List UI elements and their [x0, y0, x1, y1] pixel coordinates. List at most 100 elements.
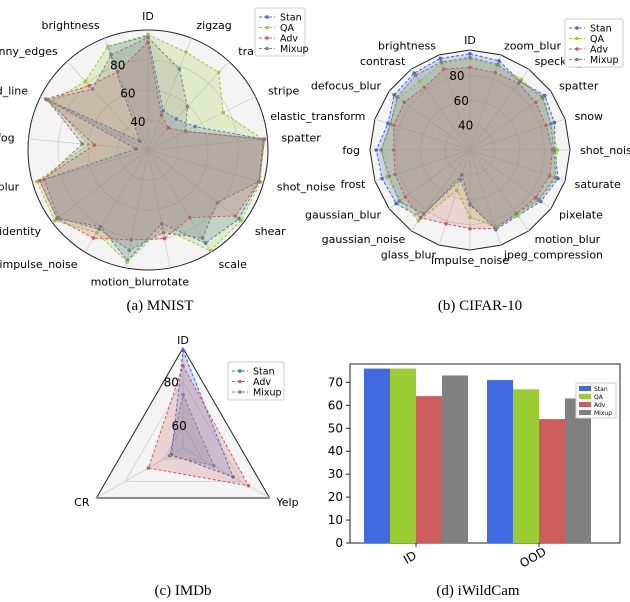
radar-axis-label: impulse_noise: [431, 254, 509, 267]
legend-marker: [575, 47, 579, 51]
radar-point: [159, 221, 164, 226]
radar-spoke: [388, 149, 471, 210]
radar-spoke: [182, 447, 270, 499]
radar-point: [552, 120, 557, 125]
radar-axis-label: zigzag: [196, 19, 231, 32]
legend-label: Stan: [280, 13, 302, 24]
radar-point: [533, 100, 538, 105]
bar-stan-ood: [487, 380, 513, 543]
radar-point: [167, 453, 172, 458]
radar-spoke: [438, 149, 471, 246]
radar-series-stan: [170, 350, 234, 478]
legend-marker: [575, 57, 579, 62]
legend-marker: [575, 26, 579, 30]
bar-adv-ood: [539, 419, 565, 543]
radar-point: [493, 226, 498, 231]
legend-marker: [265, 25, 269, 30]
radar-point: [49, 100, 54, 104]
radar-point: [380, 176, 384, 181]
radar-spoke: [469, 149, 530, 232]
radar-point: [422, 85, 427, 90]
radar-point: [146, 35, 150, 40]
radar-r-tick-label: 80: [449, 69, 464, 83]
radar-point: [181, 363, 185, 368]
radar-spoke: [388, 90, 471, 151]
radar-point: [392, 93, 396, 97]
radar-spoke: [40, 96, 149, 151]
radar-spoke: [32, 149, 149, 184]
radar-r-tick-label: 80: [110, 58, 125, 72]
radar-axis-label: rotate: [156, 276, 189, 289]
radar-axis-label: identity: [0, 225, 42, 238]
legend-swatch: [579, 410, 591, 415]
legend-label: Stan: [594, 386, 608, 393]
figure-caption: (b) CIFAR-10: [438, 298, 522, 314]
radar-chart-1: 406080IDzoom_blurspeckle_noisespattersno…: [270, 18, 630, 267]
radar-axis-label: canny_edges: [0, 45, 58, 58]
radar-axis-label: contrast: [360, 55, 406, 68]
radar-point: [246, 483, 251, 488]
radar-point: [551, 148, 556, 152]
radar-point: [418, 79, 422, 84]
radar-r-tick-label: 40: [130, 115, 145, 129]
radar-r-tick-label: 40: [458, 118, 473, 132]
y-tick-label: 30: [328, 467, 343, 481]
radar-point: [86, 142, 91, 147]
radar-axis-label: fog: [0, 132, 15, 145]
radar-point: [418, 215, 423, 220]
radar-point: [413, 73, 418, 77]
radar-point: [37, 178, 42, 183]
radar-point: [403, 195, 408, 199]
radar-axis-label: motion_blur: [535, 233, 601, 246]
radar-axis-label: scale: [219, 258, 248, 271]
radar-grid-ring: [124, 380, 242, 482]
radar-spoke: [66, 61, 149, 151]
bar-qa-ood: [513, 389, 539, 543]
radar-point: [35, 179, 39, 184]
radar-spoke: [84, 149, 149, 253]
y-tick-label: 50: [328, 421, 343, 435]
radar-axis-label: glass_blur: [381, 249, 437, 262]
radar-point: [544, 123, 548, 128]
radar-axis-label: defocus_blur: [311, 79, 382, 92]
legend-label: Adv: [590, 45, 608, 56]
radar-point: [239, 218, 244, 223]
radar-chart-0: 406080IDzigzagtranslatestripespattershot…: [0, 7, 336, 289]
radar-axis-label: impulse_noise: [0, 258, 78, 271]
radar-axis-label: glass_blur: [0, 181, 20, 194]
radar-grid-ring: [163, 424, 203, 460]
radar-point: [547, 174, 552, 178]
y-tick-label: 70: [328, 375, 343, 389]
radar-point: [185, 104, 190, 109]
radar-point: [468, 215, 472, 220]
radar-point: [379, 148, 384, 152]
bar-adv-id: [416, 396, 442, 543]
radar-point: [493, 70, 497, 75]
radar-point: [91, 236, 96, 240]
radar-point: [421, 211, 426, 216]
radar-point: [394, 201, 398, 206]
radar-series-adv: [39, 40, 266, 241]
legend-label: Adv: [594, 402, 606, 409]
radar-axis-label: spatter: [281, 132, 321, 145]
legend-box: [254, 7, 306, 57]
radar-point: [42, 177, 46, 182]
y-tick-label: 10: [328, 513, 343, 527]
radar-r-tick-label: 60: [120, 87, 135, 101]
radar-series-adv: [147, 364, 250, 487]
radar-point: [184, 50, 188, 54]
radar-point: [444, 221, 448, 226]
radar-r-tick-label: 80: [164, 375, 179, 389]
radar-point: [208, 248, 213, 253]
radar-point: [200, 236, 205, 240]
radar-axis-label: ID: [142, 10, 154, 23]
radar-point: [455, 188, 459, 193]
radar-axis-label: gaussian_blur: [305, 209, 381, 222]
radar-series-qa: [36, 33, 264, 263]
radar-point: [160, 226, 165, 230]
radar-point: [134, 147, 138, 151]
